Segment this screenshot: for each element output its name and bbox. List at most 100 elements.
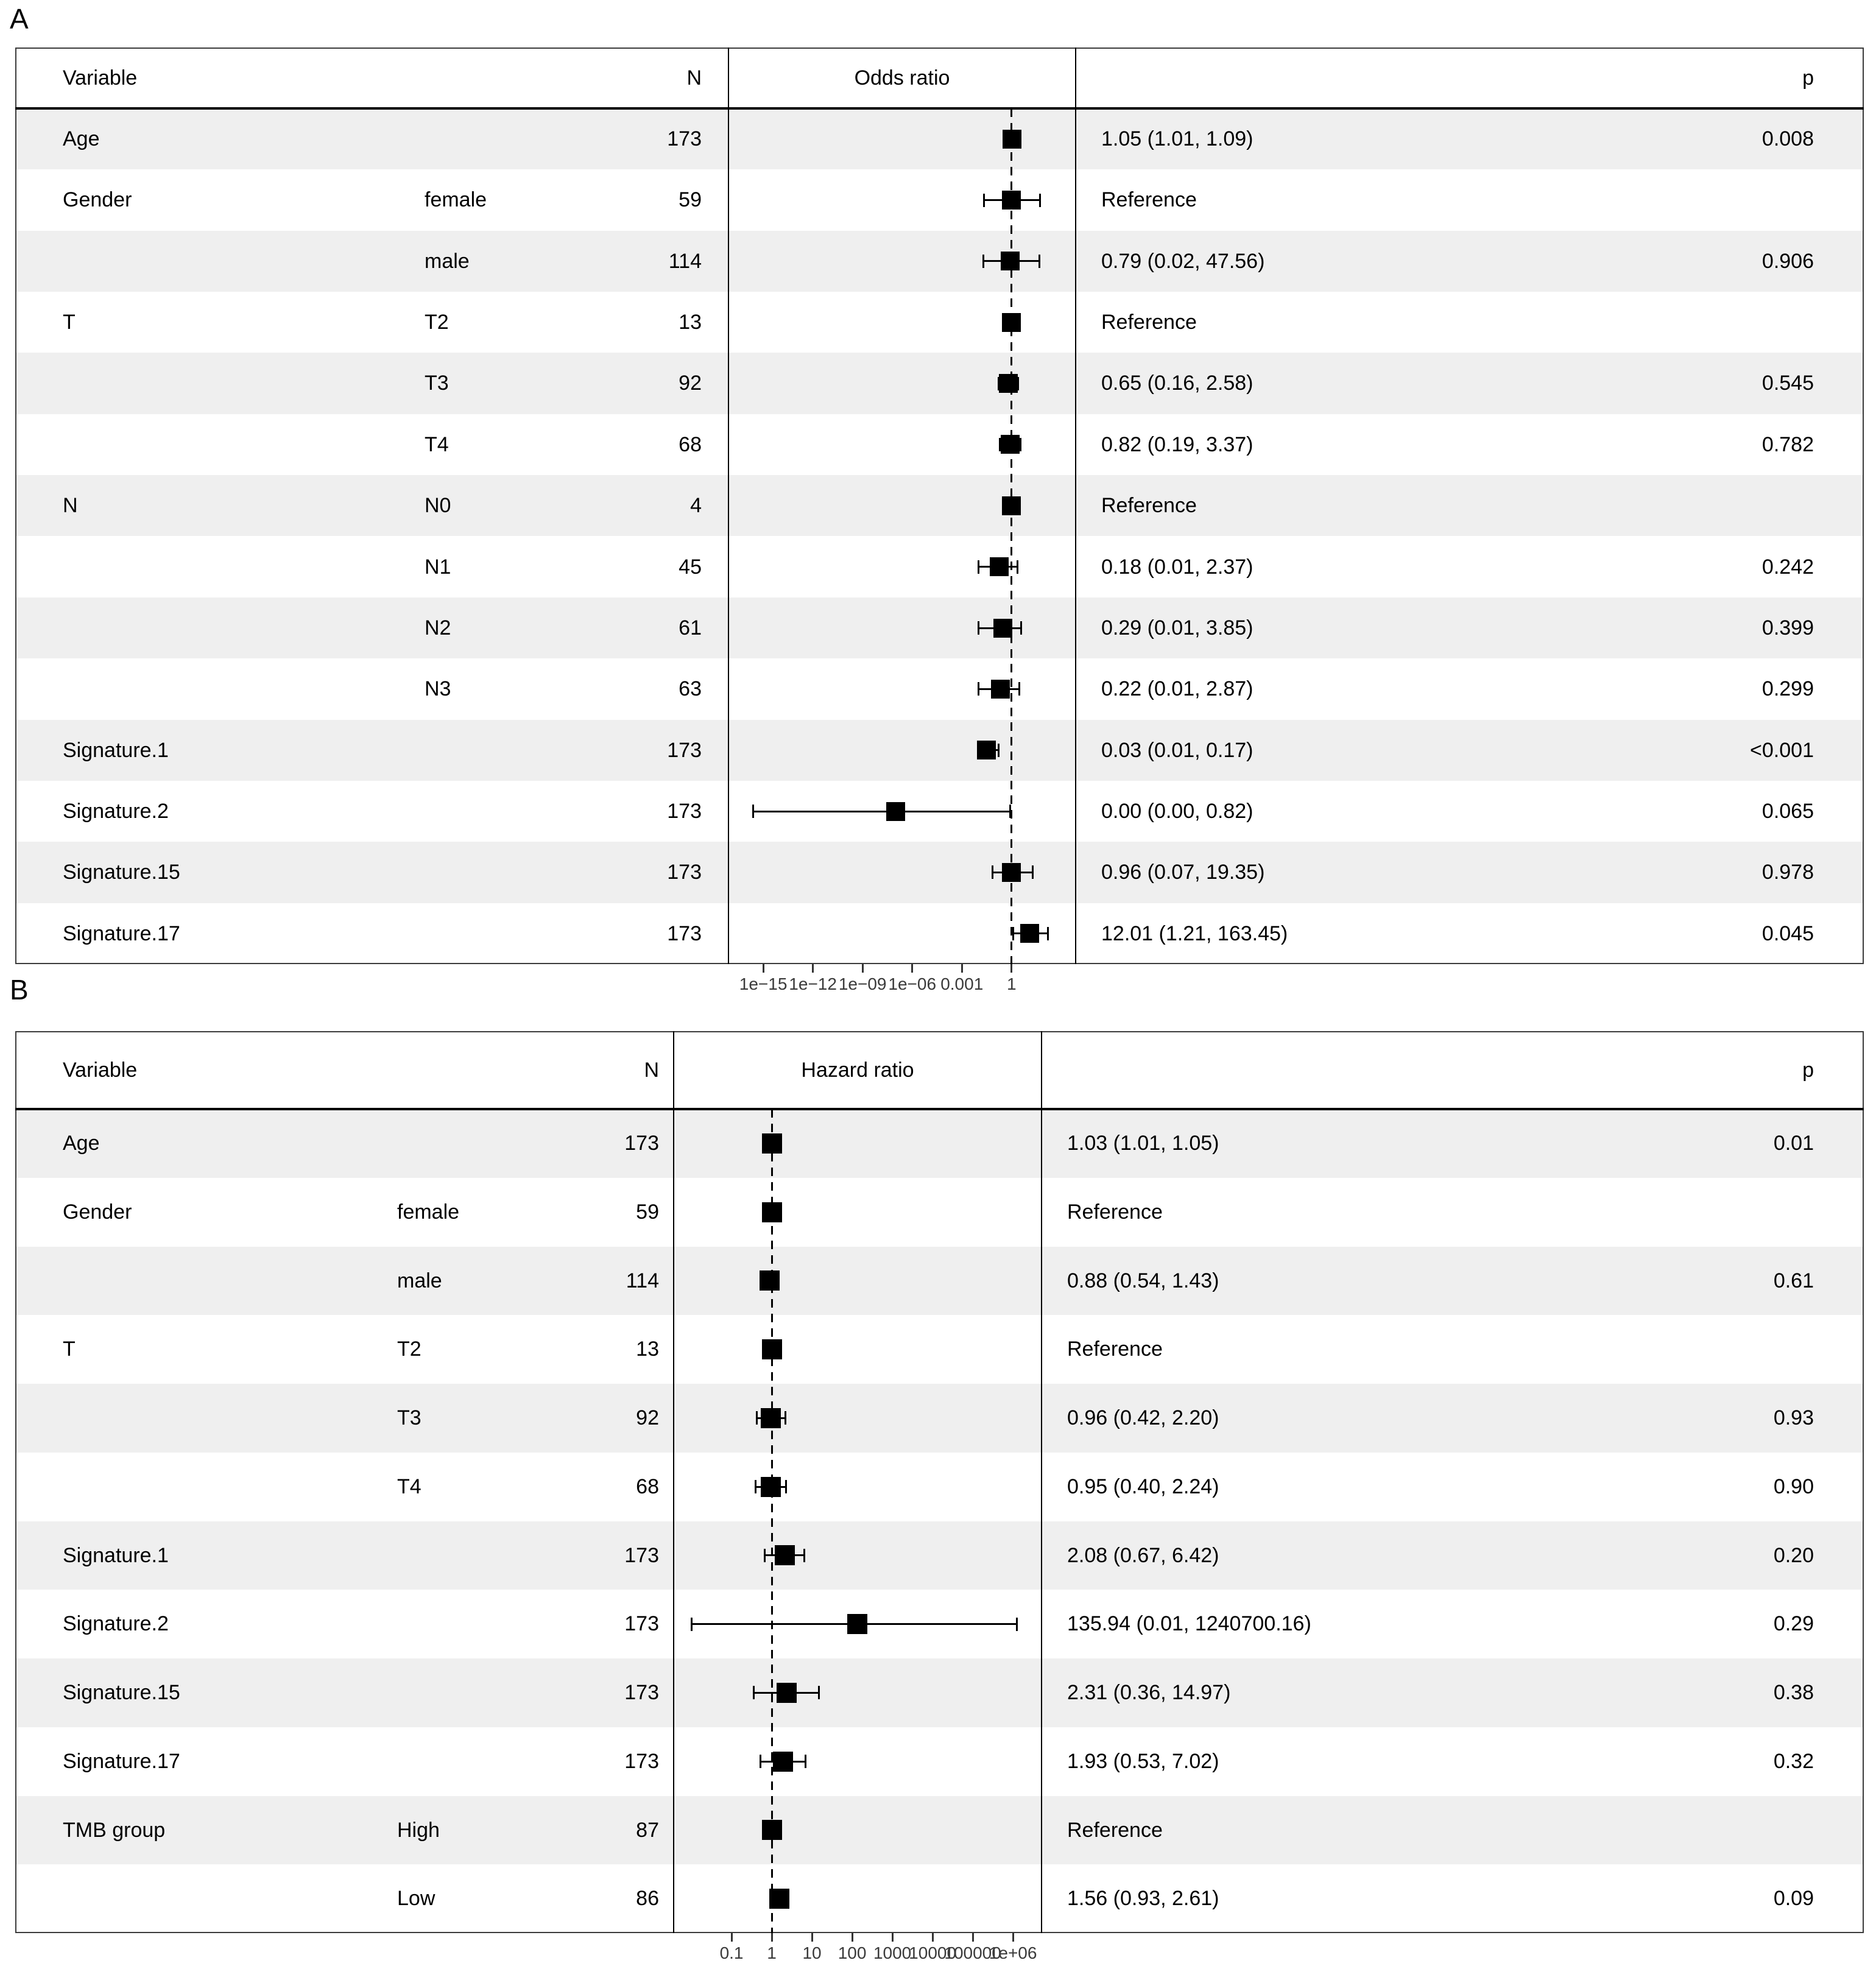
level-label: N3	[425, 677, 451, 701]
reference-marker	[761, 1820, 782, 1841]
n-value: 87	[636, 1818, 659, 1842]
estimate-marker	[886, 802, 906, 821]
level-label: T2	[397, 1337, 421, 1361]
ci-whisker-cap-left	[998, 437, 1001, 451]
axis-tick	[851, 1933, 853, 1942]
axis-tick	[961, 964, 963, 973]
row-shading	[16, 1795, 1863, 1865]
estimate-value: 0.79 (0.02, 47.56)	[1101, 249, 1265, 273]
column-divider	[673, 1031, 674, 1933]
estimate-marker	[976, 741, 996, 760]
estimate-marker	[1000, 435, 1020, 454]
row-shading	[16, 1521, 1863, 1590]
axis-tick	[811, 1933, 813, 1942]
variable-label: Signature.2	[63, 1612, 169, 1636]
ci-whisker-cap-right	[1009, 805, 1011, 819]
ci-whisker-cap-left	[755, 1411, 758, 1425]
column-header-n: N	[644, 1059, 659, 1082]
axis-tick-label: 0.001	[940, 974, 984, 993]
estimate-marker	[761, 1408, 781, 1428]
estimate-value: 0.22 (0.01, 2.87)	[1101, 677, 1254, 701]
ci-whisker-cap-left	[690, 1617, 693, 1631]
panel-b-label: B	[10, 974, 29, 1006]
variable-label: T	[63, 1337, 76, 1361]
header-rule	[15, 1108, 1864, 1110]
axis-tick	[972, 1933, 974, 1942]
axis-tick-label: 1e−15	[739, 974, 788, 993]
p-value: 0.545	[1761, 372, 1814, 395]
level-label: T3	[397, 1406, 421, 1429]
reference-line	[770, 1109, 773, 1933]
estimate-marker	[769, 1889, 790, 1909]
n-value: 173	[667, 127, 702, 150]
variable-label: Signature.17	[63, 921, 180, 945]
n-value: 173	[624, 1681, 659, 1704]
variable-label: N	[63, 494, 78, 518]
estimate-value: 1.93 (0.53, 7.02)	[1067, 1749, 1219, 1773]
variable-label: TMB group	[63, 1818, 166, 1842]
ci-whisker-cap-right	[785, 1411, 787, 1425]
ci-whisker-cap-left	[983, 193, 986, 207]
row-shading	[16, 230, 1863, 292]
variable-label: T	[63, 311, 76, 334]
p-value: 0.09	[1773, 1887, 1814, 1911]
estimate-value: 0.95 (0.40, 2.24)	[1067, 1475, 1219, 1498]
row-shading	[16, 475, 1863, 537]
estimate-marker	[1001, 862, 1021, 882]
ci-whisker-cap-left	[753, 1686, 755, 1700]
variable-label: Signature.1	[63, 1543, 169, 1567]
estimate-marker	[776, 1682, 797, 1703]
n-value: 173	[667, 738, 702, 762]
row-shading	[16, 1384, 1863, 1453]
row-shading	[16, 108, 1863, 170]
p-value: 0.61	[1773, 1269, 1814, 1292]
p-value: 0.045	[1761, 921, 1814, 945]
n-value: 59	[636, 1200, 659, 1224]
estimate-value: 1.56 (0.93, 2.61)	[1067, 1887, 1219, 1911]
estimate-value: 0.65 (0.16, 2.58)	[1101, 372, 1254, 395]
axis-tick-label: 1e−12	[789, 974, 837, 993]
column-header-p: p	[1802, 1059, 1814, 1082]
axis-tick-label: 1e+06	[989, 1943, 1037, 1962]
variable-label: Age	[63, 1132, 100, 1155]
estimate-value: Reference	[1067, 1818, 1163, 1842]
p-value: 0.20	[1773, 1543, 1814, 1567]
estimate-value: 0.18 (0.01, 2.37)	[1101, 555, 1254, 579]
level-label: T3	[425, 372, 449, 395]
ci-whisker-cap-right	[998, 743, 1000, 757]
n-value: 173	[624, 1132, 659, 1155]
estimate-value: Reference	[1067, 1337, 1163, 1361]
n-value: 4	[690, 494, 702, 518]
p-value: 0.399	[1761, 616, 1814, 639]
level-label: N1	[425, 555, 451, 579]
ci-whisker-cap-left	[977, 621, 979, 635]
n-value: 173	[624, 1612, 659, 1636]
n-value: 68	[636, 1475, 659, 1498]
column-header-n: N	[686, 66, 702, 90]
estimate-marker	[1002, 129, 1021, 149]
row-shading	[16, 1109, 1863, 1178]
p-value: 0.90	[1773, 1475, 1814, 1498]
ci-whisker-cap-right	[1038, 193, 1041, 207]
ci-whisker-cap-right	[805, 1755, 807, 1769]
ci-whisker-cap-right	[1017, 560, 1019, 574]
p-value: 0.93	[1773, 1406, 1814, 1429]
axis-tick	[911, 964, 914, 973]
axis-tick	[770, 1933, 773, 1942]
estimate-value: 2.31 (0.36, 14.97)	[1067, 1681, 1231, 1704]
level-label: T4	[425, 432, 449, 456]
estimate-value: 1.03 (1.01, 1.05)	[1067, 1132, 1219, 1155]
variable-label: Signature.17	[63, 1749, 180, 1773]
row-shading	[16, 353, 1863, 414]
estimate-marker	[759, 1270, 780, 1291]
estimate-marker	[847, 1614, 868, 1635]
axis-tick	[762, 964, 764, 973]
level-label: N2	[425, 616, 451, 639]
ci-whisker-cap-right	[1032, 865, 1034, 879]
level-label: male	[397, 1269, 442, 1292]
ci-whisker-cap-left	[752, 805, 755, 819]
axis-tick-label: 1	[767, 1943, 777, 1962]
p-value: 0.299	[1761, 677, 1814, 701]
p-value: 0.01	[1773, 1132, 1814, 1155]
n-value: 13	[679, 311, 702, 334]
